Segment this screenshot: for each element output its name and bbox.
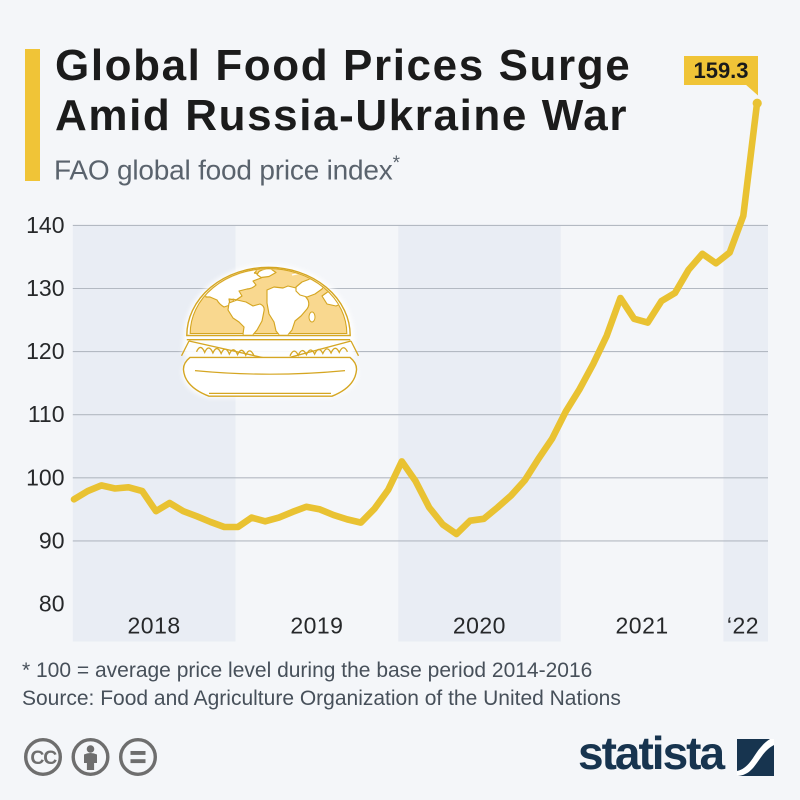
svg-text:140: 140	[26, 212, 64, 238]
svg-text:2020: 2020	[453, 612, 506, 638]
svg-text:2019: 2019	[290, 612, 343, 638]
svg-text:CC: CC	[30, 747, 57, 769]
svg-text:80: 80	[39, 591, 65, 617]
svg-text:2021: 2021	[616, 612, 669, 638]
svg-text:2018: 2018	[128, 612, 181, 638]
svg-text:110: 110	[28, 401, 65, 427]
svg-text:‘22: ‘22	[727, 612, 759, 638]
svg-text:100: 100	[26, 464, 64, 490]
svg-text:120: 120	[26, 338, 64, 364]
svg-text:130: 130	[26, 275, 64, 301]
svg-text:90: 90	[39, 527, 65, 553]
